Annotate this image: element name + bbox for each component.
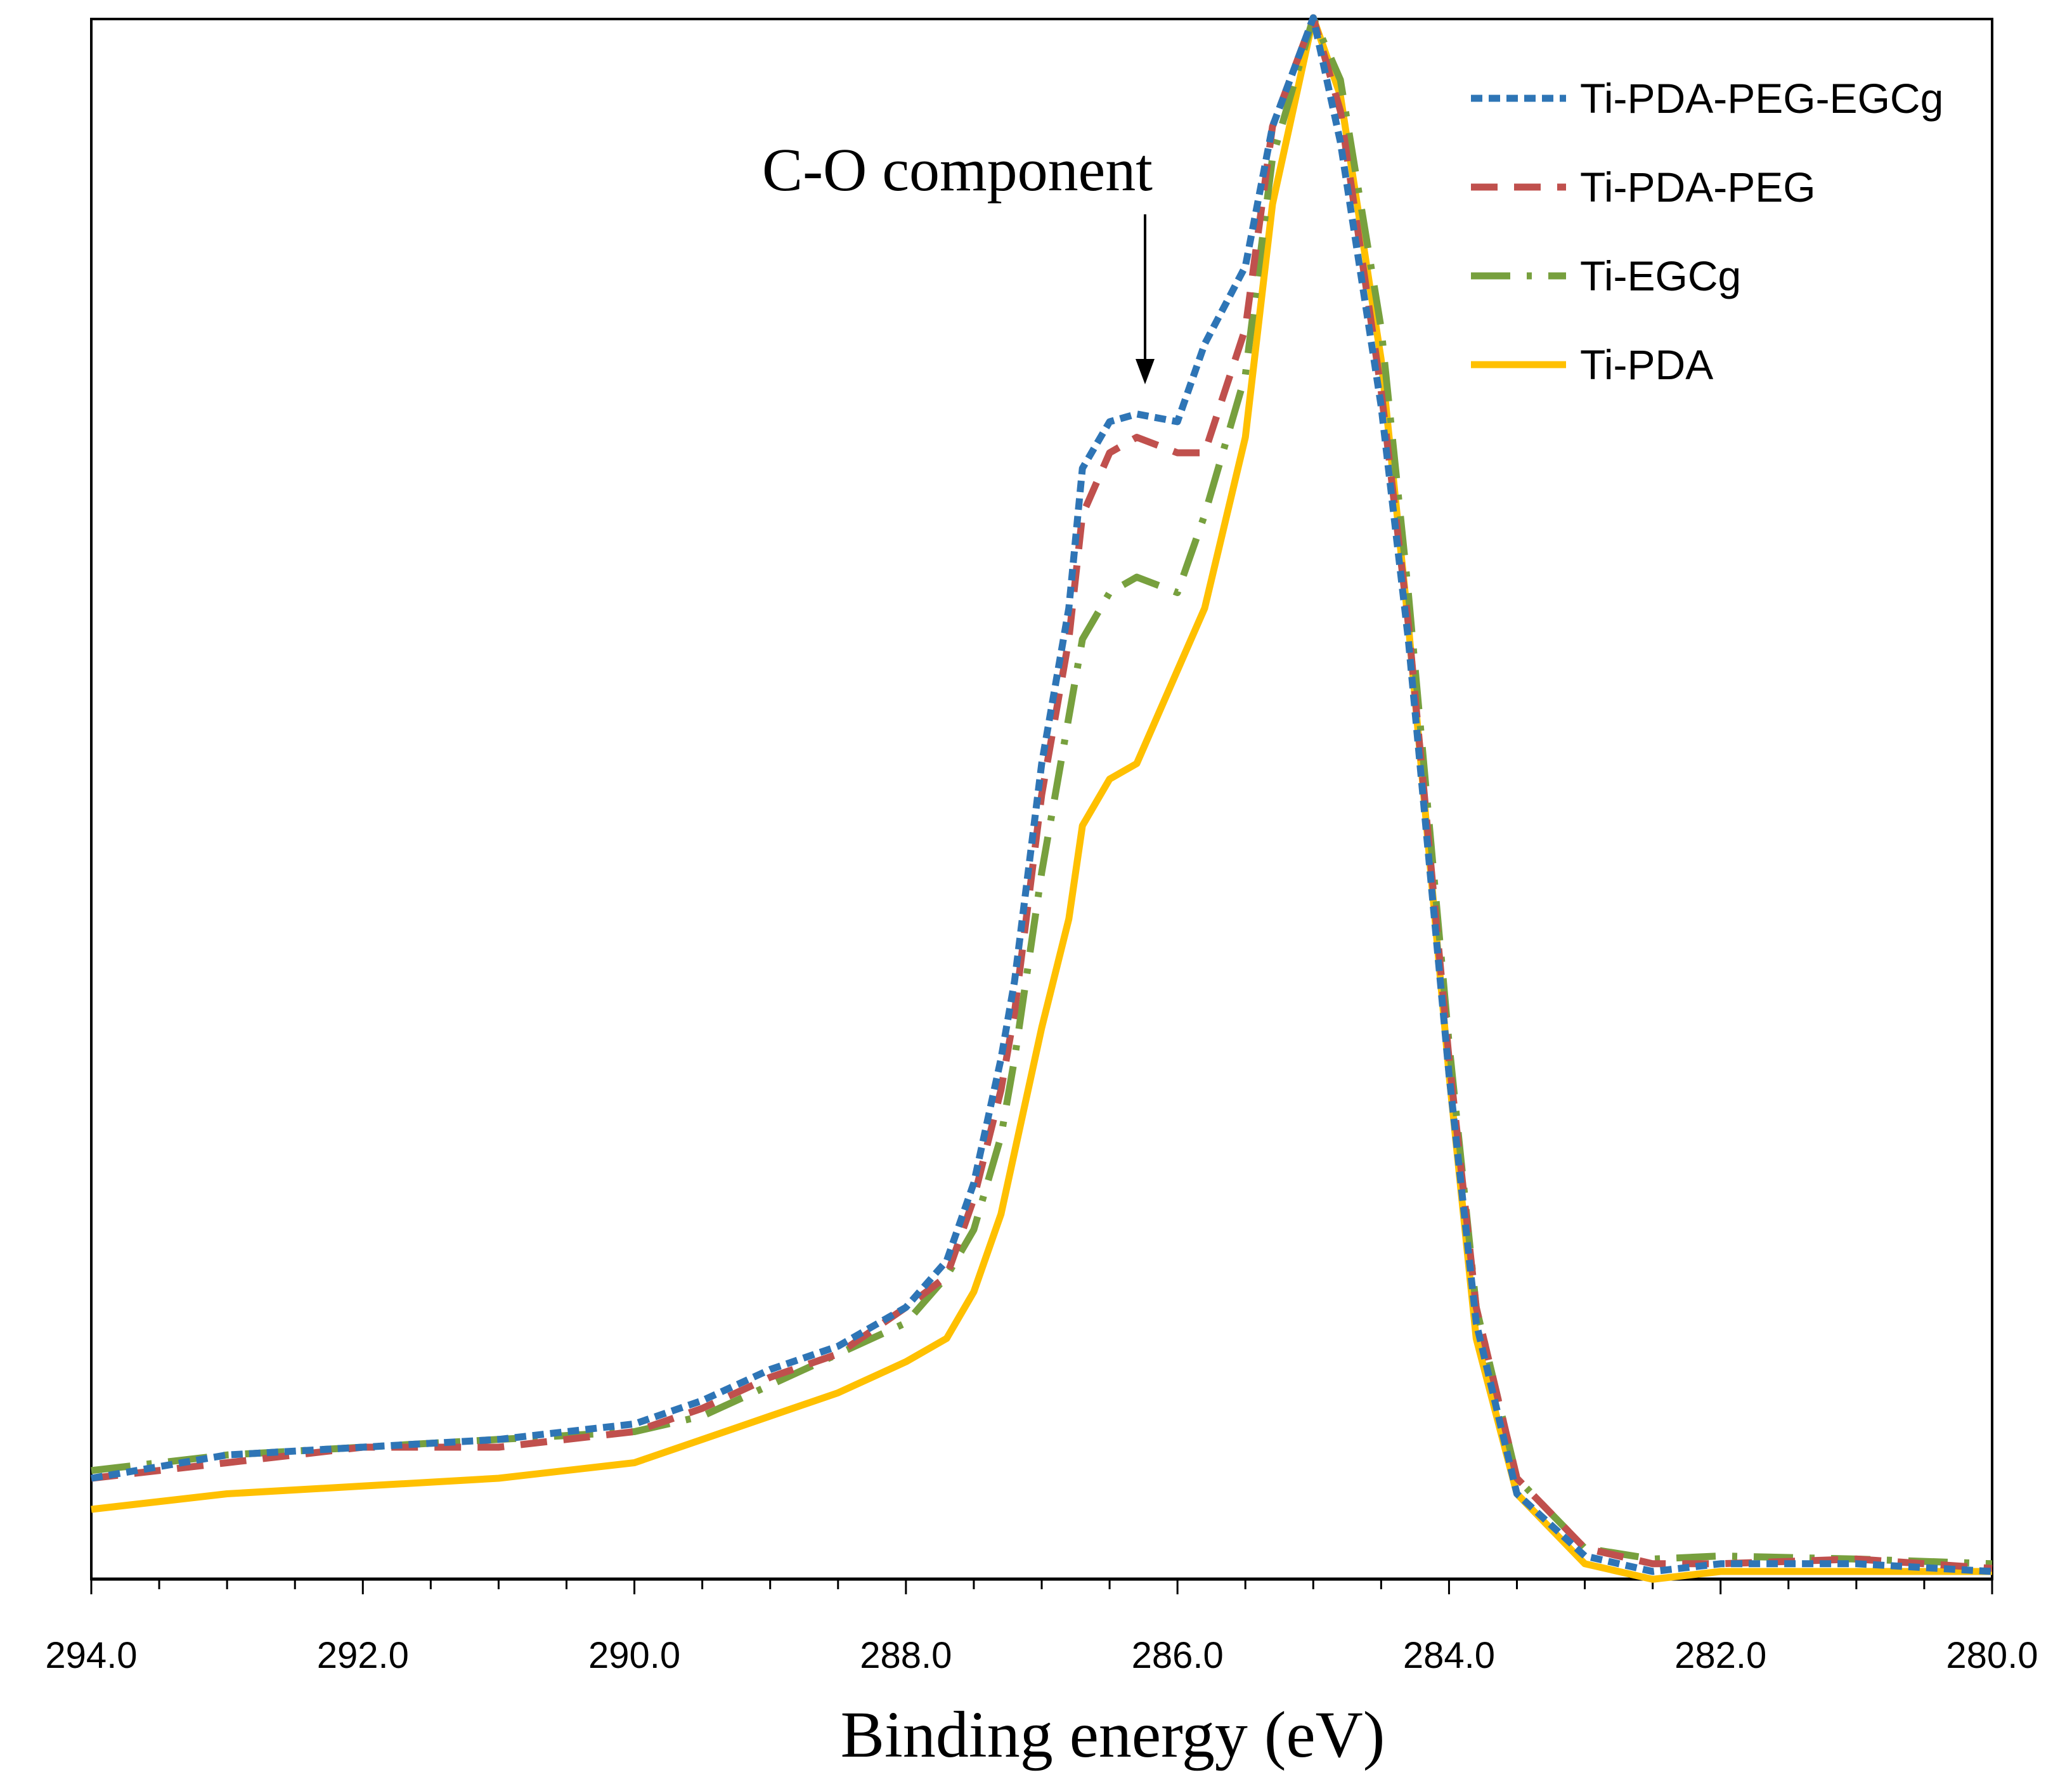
legend-label-ti-egcg: Ti-EGCg xyxy=(1580,252,1741,299)
x-tick-label: 294.0 xyxy=(45,1635,137,1676)
x-tick-label: 284.0 xyxy=(1403,1635,1495,1676)
series-lines xyxy=(91,14,1993,1583)
legend-label-ti-pda-peg-egcg: Ti-PDA-PEG-EGCg xyxy=(1580,75,1943,122)
series-line-ti-pda-peg-egcg xyxy=(91,14,1993,1575)
legend-label-ti-pda: Ti-PDA xyxy=(1580,341,1713,388)
x-tick-label: 292.0 xyxy=(317,1635,409,1676)
x-tick-label: 286.0 xyxy=(1132,1635,1224,1676)
x-tick-label: 290.0 xyxy=(588,1635,680,1676)
series-line-ti-pda xyxy=(91,14,1992,1583)
x-axis-tick-labels: 294.0 292.0 290.0 288.0 286.0 284.0 282.0 280.0 xyxy=(45,1635,2038,1676)
x-axis-ticks xyxy=(90,1579,1993,1594)
x-tick-label: 280.0 xyxy=(1946,1635,2038,1676)
x-tick-label: 288.0 xyxy=(860,1635,952,1676)
annotation-arrow xyxy=(1136,214,1155,384)
annotation-text: C-O component xyxy=(762,136,1153,204)
x-axis-title: Binding energy (eV) xyxy=(841,1698,1385,1771)
legend-label-ti-pda-peg: Ti-PDA-PEG xyxy=(1580,164,1816,211)
x-tick-label: 282.0 xyxy=(1674,1635,1766,1676)
legend: Ti-PDA-PEG-EGCg Ti-PDA-PEG Ti-EGCg Ti-PDA xyxy=(1471,75,1943,388)
series-line-ti-pda-peg xyxy=(91,14,1993,1572)
